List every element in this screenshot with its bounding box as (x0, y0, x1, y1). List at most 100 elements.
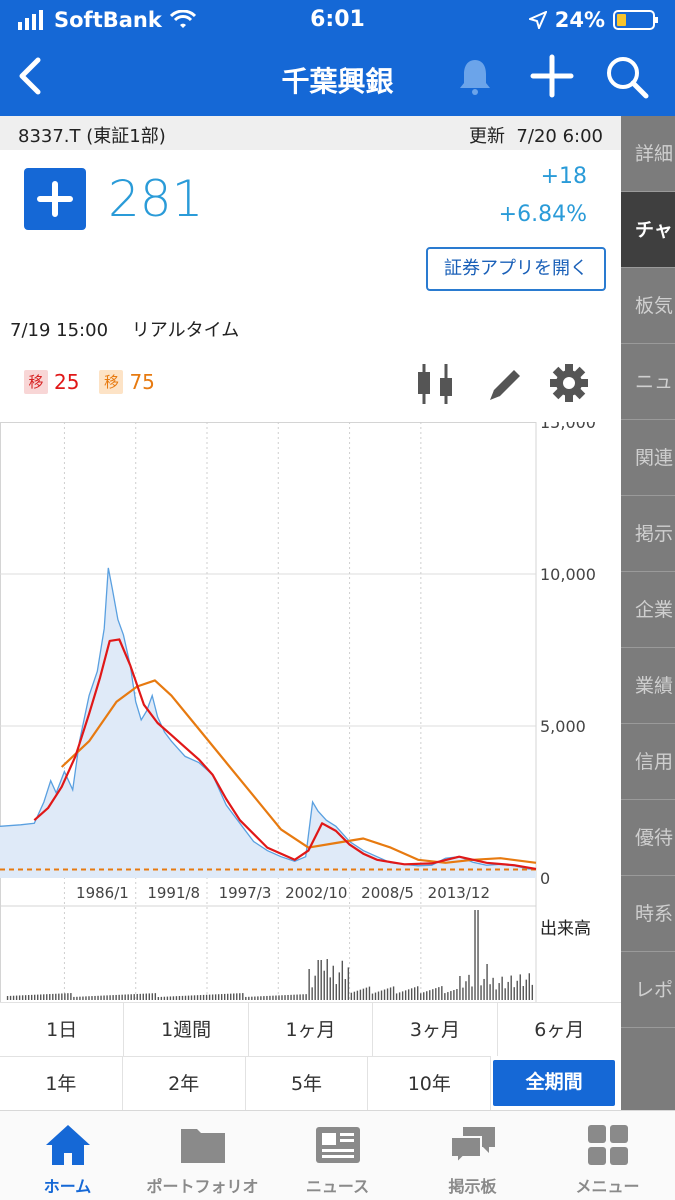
volume-bar (444, 993, 446, 1000)
volume-bar (15, 995, 18, 1000)
volume-bar (489, 984, 491, 1000)
search-icon[interactable] (604, 54, 650, 100)
nav-bar: 千葉興銀 (0, 44, 675, 112)
period-1month-button[interactable]: 1ヶ月 (248, 1002, 374, 1056)
volume-bar (6, 996, 9, 1000)
volume-bar (157, 997, 160, 1000)
open-securities-app-button[interactable]: 証券アプリを開く (426, 247, 606, 291)
back-chevron-icon[interactable] (12, 54, 52, 98)
period-all-button[interactable]: 全期間 (493, 1060, 615, 1106)
volume-bar (504, 988, 506, 1000)
tab-menu[interactable]: メニュー (540, 1111, 675, 1200)
add-icon[interactable] (530, 54, 574, 98)
tab-portfolio[interactable]: ポートフォリオ (135, 1111, 270, 1200)
period-1week-button[interactable]: 1週間 (124, 1002, 249, 1056)
volume-bar (220, 994, 223, 1000)
volume-bar (121, 994, 123, 1000)
tab-news[interactable]: ニュース (270, 1111, 405, 1200)
volume-bar (82, 996, 84, 1000)
volume-bar (70, 993, 72, 1000)
ma25-badge: 移 (24, 370, 48, 394)
period-1year-button[interactable]: 1年 (0, 1056, 123, 1110)
volume-bar (374, 992, 377, 1000)
wifi-icon (169, 10, 196, 28)
volume-bar (67, 993, 69, 1000)
period-10year-button[interactable]: 10年 (368, 1056, 492, 1110)
side-tab-bbs[interactable]: 掲示 (621, 496, 675, 572)
side-tab-chart[interactable]: チャ (621, 192, 675, 268)
period-1day-button[interactable]: 1日 (0, 1002, 125, 1056)
volume-bar (181, 995, 184, 1000)
side-tab-benefits[interactable]: 優待 (621, 800, 675, 876)
candlestick-icon[interactable] (414, 362, 458, 406)
volume-bar (386, 988, 389, 1000)
bell-icon[interactable] (456, 56, 494, 96)
side-tab-report[interactable]: レポ (621, 952, 675, 1028)
side-tab-board[interactable]: 板気 (621, 268, 675, 344)
volume-bar (266, 995, 268, 1000)
volume-bar (432, 989, 434, 1000)
volume-bar (522, 986, 524, 1000)
volume-bar (269, 995, 271, 1000)
volume-bar (320, 960, 322, 1000)
side-tab-news[interactable]: ニュ (621, 344, 675, 420)
volume-bar (519, 974, 521, 1000)
volume-bar (441, 986, 443, 1000)
volume-bar (103, 995, 105, 1000)
tab-home[interactable]: ホーム (0, 1111, 135, 1200)
volume-bar (251, 996, 253, 1000)
side-tab-company[interactable]: 企業 (621, 572, 675, 648)
volume-bar (91, 996, 93, 1000)
period-5year-button[interactable]: 5年 (245, 1056, 369, 1110)
volume-bar (453, 990, 455, 1000)
volume-bar (163, 996, 166, 1000)
volume-bar (145, 993, 147, 1000)
period-2year-button[interactable]: 2年 (122, 1056, 246, 1110)
add-to-portfolio-button[interactable] (24, 168, 86, 230)
volume-bar (94, 995, 96, 1000)
volume-bar (257, 996, 259, 1000)
bottom-tab-bar: ホーム ポートフォリオ ニュース 掲示板 メニュー (0, 1110, 675, 1200)
volume-bar (362, 988, 365, 1000)
carrier-name: SoftBank (54, 8, 162, 32)
period-6month-button[interactable]: 6ヶ月 (497, 1002, 622, 1056)
volume-bar (106, 995, 108, 1000)
volume-bar (401, 991, 404, 1000)
stock-chart[interactable]: 15,000 10,000 5,000 0 1986/1 1991/8 1997/3 2002… (0, 413, 621, 1012)
battery-icon (613, 10, 658, 30)
volume-bar (55, 993, 57, 1000)
side-tab-timeseries[interactable]: 時系 (621, 876, 675, 952)
pencil-icon[interactable] (486, 364, 526, 404)
volume-bar (359, 989, 362, 1000)
price-area (0, 567, 536, 878)
volume-bar (462, 987, 464, 1000)
volume-bar (151, 993, 154, 1000)
volume-bar (525, 979, 527, 1000)
tab-bbs[interactable]: 掲示板 (405, 1111, 540, 1200)
volume-bar (166, 996, 169, 1000)
side-tab-related[interactable]: 関連 (621, 420, 675, 496)
volume-bar (365, 987, 368, 1000)
volume-bar (242, 993, 244, 1000)
volume-bar (341, 960, 344, 1000)
status-right: 24% (528, 8, 659, 32)
side-tab-earnings[interactable]: 業績 (621, 648, 675, 724)
volume-bar (507, 981, 509, 1000)
volume-bar (272, 995, 274, 1000)
volume-bar (323, 970, 325, 1000)
ma75-badge: 移 (99, 370, 124, 394)
volume-bar (199, 995, 202, 1000)
side-tab-margin[interactable]: 信用 (621, 724, 675, 800)
detail-side-tabs: 詳細 チャ 板気 ニュ 関連 掲示 企業 業績 信用 優待 時系 レポ (621, 116, 675, 1110)
settings-gear-icon[interactable] (548, 362, 590, 404)
volume-bar (287, 994, 289, 1000)
current-price: 281 (108, 170, 204, 228)
volume-bar (417, 986, 419, 1000)
signal-icon (18, 10, 43, 30)
volume-bar (236, 993, 238, 1000)
volume-bar (335, 984, 337, 1000)
y-tick-label: 0 (540, 869, 550, 888)
period-3month-button[interactable]: 3ヶ月 (373, 1002, 498, 1056)
volume-bar (43, 994, 45, 1000)
side-tab-details[interactable]: 詳細 (621, 116, 675, 192)
